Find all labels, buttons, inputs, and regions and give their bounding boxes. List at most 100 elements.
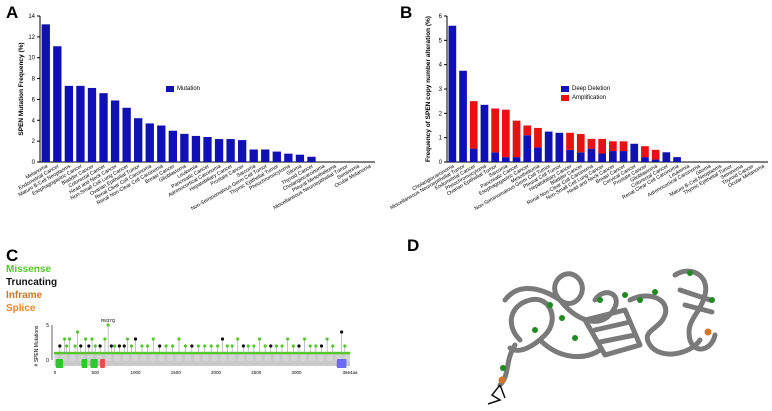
b-ylabel: Frequency of SPEN copy number alteration…	[425, 16, 432, 162]
b-ytick-label: 2	[439, 111, 443, 117]
a-bar	[53, 46, 62, 162]
b-ytick-label: 3	[439, 87, 443, 93]
c-lollipop-head	[164, 344, 168, 348]
b-bar	[619, 151, 628, 162]
a-bar	[157, 125, 166, 162]
legend-a-label: Mutation	[177, 86, 201, 92]
b-bar	[523, 135, 532, 162]
b-bar	[448, 25, 457, 162]
b-bar	[469, 148, 478, 162]
c-protein-domain	[55, 359, 64, 368]
residue-green-10	[572, 335, 578, 341]
c-lollipop-head	[125, 337, 130, 341]
c-lollipop-head	[170, 344, 175, 348]
legend-b-deep-deletion: Deep Deletion	[561, 86, 610, 92]
residue-green-7	[709, 297, 715, 303]
residue-green-2	[559, 315, 565, 321]
b-bar	[544, 131, 553, 162]
c-lollipop-head	[58, 344, 62, 348]
c-lollipop-head	[63, 337, 67, 341]
c-lollipop-head	[196, 344, 200, 348]
c-protein-domain	[81, 359, 88, 368]
b-ytick-label: 5	[439, 38, 443, 44]
b-bar	[566, 132, 574, 150]
b-bar	[566, 149, 574, 162]
a-ytick-label: 2	[32, 139, 36, 145]
c-lollipop-head	[145, 344, 150, 348]
c-xtick-label: 3000	[292, 370, 303, 375]
b-ytick-label: 4	[439, 63, 443, 69]
a-bar	[134, 118, 143, 162]
c-xtick-label: 3664aa	[342, 370, 358, 375]
legend-b-swatch-blue	[561, 86, 569, 92]
c-lollipop-head	[246, 344, 250, 348]
c-lollipop-head	[302, 337, 307, 341]
a-bar	[110, 100, 120, 162]
c-xtick-label: 500	[91, 370, 99, 375]
b-bar	[512, 120, 521, 158]
b-bar	[608, 151, 617, 162]
c-lollipop-head	[79, 344, 83, 348]
residue-green-3	[597, 297, 603, 303]
c-protein-domain	[90, 359, 98, 368]
c-lollipop-head	[331, 344, 335, 348]
legend-c-missense: Missense	[6, 264, 52, 275]
a-bar	[99, 93, 108, 162]
panel-label-d: D	[407, 236, 420, 255]
c-lollipop-head	[112, 344, 117, 348]
c-lollipop-head	[190, 344, 194, 348]
a-ytick-label: 12	[28, 35, 35, 41]
a-bar	[145, 123, 154, 162]
a-ytick-label: 4	[32, 118, 36, 124]
a-bar	[226, 139, 235, 162]
a-ytick-label: 10	[28, 56, 35, 62]
c-lollipop-head	[87, 344, 91, 348]
c-lollipop-head	[90, 337, 94, 341]
c-lollipop-head	[140, 344, 144, 348]
b-bar	[480, 104, 489, 162]
b-bar	[630, 143, 639, 162]
residue-green-8	[687, 270, 693, 276]
c-lollipop-head	[257, 337, 262, 341]
c-lollipop-head	[158, 344, 162, 348]
b-bar	[459, 70, 467, 162]
b-bar	[673, 157, 681, 162]
c-lollipop-head	[314, 344, 318, 348]
c-ylabel: # SPEN Mutations	[34, 325, 40, 366]
b-ytick-label: 0	[439, 160, 443, 166]
a-bar	[180, 133, 189, 162]
c-lollipop-head	[269, 344, 273, 348]
a-bar	[168, 130, 178, 162]
c-lollipop-head	[177, 337, 181, 341]
a-ytick-label: 0	[32, 160, 36, 166]
c-protein-domain	[336, 359, 347, 368]
c-lollipop-head	[280, 344, 284, 348]
c-lollipop-head	[236, 337, 240, 341]
c-xtick-label: 1000	[131, 370, 142, 375]
legend-b-label-deletion: Deep Deletion	[572, 86, 611, 92]
c-lollipop-head	[308, 344, 312, 348]
a-bar	[272, 151, 281, 162]
a-bar	[76, 85, 85, 162]
b-bar	[587, 148, 596, 162]
a-bar	[41, 24, 50, 162]
b-bar	[576, 134, 585, 153]
a-bar	[64, 85, 74, 162]
b-bar	[641, 157, 649, 162]
legend-a-swatch	[166, 86, 174, 92]
b-bar	[512, 157, 521, 162]
c-lollipop-head	[340, 330, 344, 334]
a-bar	[261, 149, 270, 162]
legend-c-inframe: Inframe	[6, 290, 43, 301]
c-ytick-label: 0	[46, 358, 49, 364]
c-lollipop-baseline-head	[347, 351, 351, 355]
b-bar	[501, 157, 510, 162]
c-lollipop-head	[75, 330, 80, 334]
b-bar	[491, 152, 500, 162]
residue-orange-1	[498, 376, 506, 384]
a-bar	[237, 140, 247, 162]
b-bar	[501, 109, 510, 158]
c-lollipop-head	[129, 344, 134, 348]
c-lollipop-head	[343, 344, 347, 348]
